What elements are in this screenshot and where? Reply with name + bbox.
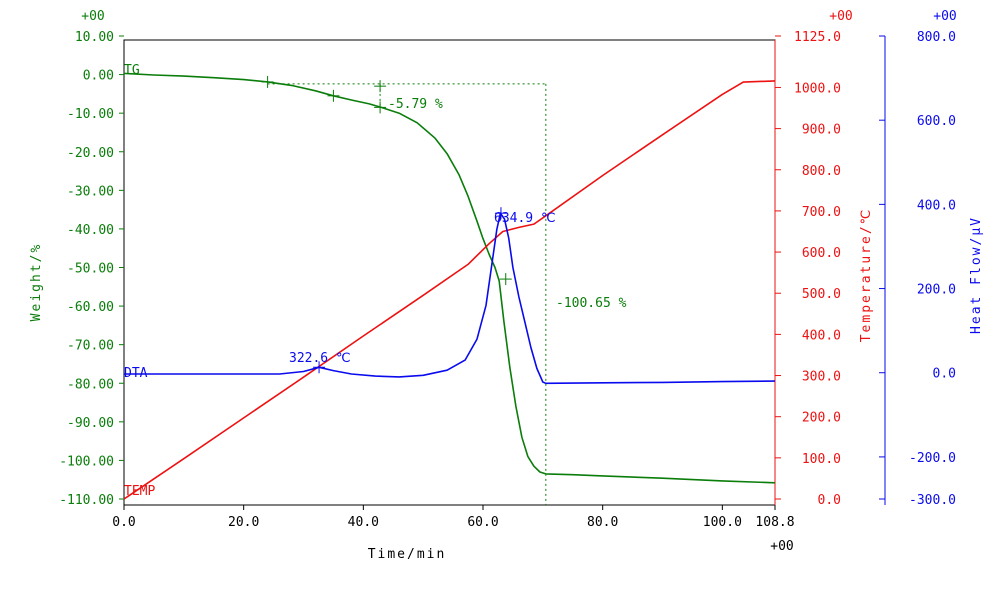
temperature-tick-label: 700.0 [802,205,841,220]
weight-tick-label: -30.00 [67,184,114,199]
temperature-axis-exponent: +00 [829,9,852,24]
marker-dta-point [494,207,507,220]
weight-tick-label: -70.00 [67,339,114,354]
weight-tick-label: -110.00 [59,493,114,508]
series-layer [123,72,776,500]
weight-tick-label: -90.00 [67,416,114,431]
weight-tick-label: -20.00 [67,146,114,161]
temperature-tick-label: 600.0 [802,246,841,261]
weight-tick-label: -60.00 [67,300,114,315]
guides-layer [267,83,547,505]
temperature-tick-label: 500.0 [802,287,841,302]
weight-tick-label: 10.00 [75,30,114,45]
ticks-layer: 0.0 20.0 40.0 60.0 80.0 100.0 108.8 10.00 0.00 -1… [59,30,956,530]
x-tick-label: 20.0 [228,515,259,530]
dta-peak-322-annotation: 322.6 ℃ [289,351,351,366]
heat-flow-tick-label: 400.0 [917,198,956,213]
temperature-tick-label: 800.0 [802,164,841,179]
temperature-tick-label: 1000.0 [794,81,841,96]
heat-flow-tick-label: -200.0 [909,451,956,466]
marker-tg-point [261,75,274,88]
weight-tick-label: -40.00 [67,223,114,238]
time-axis-title: Time/min [368,547,447,562]
marker-tg-point [327,89,340,102]
weight-tick-label: -10.00 [67,107,114,122]
series-tg-line [123,72,776,484]
tg-step2-annotation: -100.65 % [556,296,627,311]
marker-tg-point [374,80,387,93]
tg-series-label: TG [124,63,140,78]
time-axis-exponent: +00 [770,539,793,554]
weight-tick-label: -80.00 [67,377,114,392]
markers-layer [261,75,512,374]
x-tick-label: 0.0 [112,515,135,530]
temp-series-label: TEMP [124,484,155,499]
heat-flow-tick-label: -300.0 [909,493,956,508]
heat-flow-tick-label: 0.0 [933,367,956,382]
series-dta-line [124,212,776,385]
x-tick-label: 108.8 [755,515,794,530]
heat-flow-axis-title: Heat Flow/μV [969,216,984,334]
marker-dta-point [313,361,326,374]
weight-axis-title: Weight/% [29,243,44,322]
plot-frame [123,39,776,506]
series-temp-line [123,80,776,500]
heat-flow-tick-label: 800.0 [917,30,956,45]
x-tick-label: 40.0 [348,515,379,530]
heat-flow-axis-exponent: +00 [933,9,956,24]
x-tick-label: 100.0 [703,515,742,530]
weight-axis-exponent: +00 [81,9,104,24]
temperature-axis-title: Temperature/℃ [859,208,874,343]
tg-step1-annotation: -5.79 % [388,97,443,112]
weight-tick-label: -50.00 [67,262,114,277]
temperature-tick-label: 1125.0 [794,30,841,45]
weight-tick-label: -100.00 [59,454,114,469]
marker-tg-point [374,101,387,114]
dta-series-label: DTA [124,366,148,381]
heat-flow-tick-label: 200.0 [917,283,956,298]
temperature-tick-label: 900.0 [802,123,841,138]
temperature-tick-label: 300.0 [802,370,841,385]
x-tick-label: 80.0 [587,515,618,530]
temperature-tick-label: 200.0 [802,411,841,426]
temperature-tick-label: 0.0 [818,493,841,508]
temperature-tick-label: 100.0 [802,452,841,467]
weight-tick-label: 0.00 [83,69,114,84]
x-tick-label: 60.0 [467,515,498,530]
marker-tg-point [499,273,512,286]
dta-peak-634-annotation: 634.9 ℃ [494,211,556,226]
temperature-tick-label: 400.0 [802,328,841,343]
heat-flow-tick-label: 600.0 [917,114,956,129]
